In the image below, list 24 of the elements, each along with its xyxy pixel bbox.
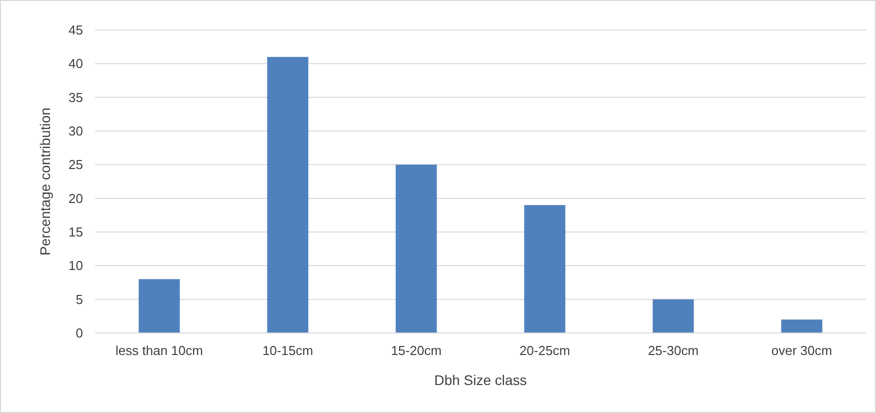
y-tick-label: 0 — [76, 326, 83, 341]
bar — [781, 320, 822, 333]
bar — [267, 56, 308, 333]
x-axis-title: Dbh Size class — [434, 372, 527, 388]
y-tick-label: 5 — [76, 292, 83, 307]
y-tick-label: 15 — [68, 224, 83, 240]
bar — [524, 205, 566, 333]
x-tick-label: 25-30cm — [648, 343, 699, 358]
bar — [396, 164, 437, 333]
x-tick-label: 10-15cm — [262, 343, 314, 358]
x-tick-label: less than 10cm — [116, 343, 203, 358]
y-tick-label: 10 — [68, 258, 83, 274]
y-tick-label: 40 — [68, 56, 83, 72]
y-tick-label: 35 — [68, 90, 83, 105]
y-tick-label: 20 — [68, 190, 83, 206]
y-axis-title: Percentage contribution — [37, 108, 53, 256]
y-tick-label: 25 — [68, 157, 83, 172]
x-tick-label: over 30cm — [771, 343, 832, 358]
x-tick-label: 20-25cm — [519, 343, 570, 358]
y-tick-label: 30 — [68, 124, 83, 139]
x-tick-label: 15-20cm — [390, 343, 442, 358]
y-tick-label: 45 — [68, 22, 83, 38]
bar — [652, 299, 694, 333]
bar — [138, 279, 180, 333]
